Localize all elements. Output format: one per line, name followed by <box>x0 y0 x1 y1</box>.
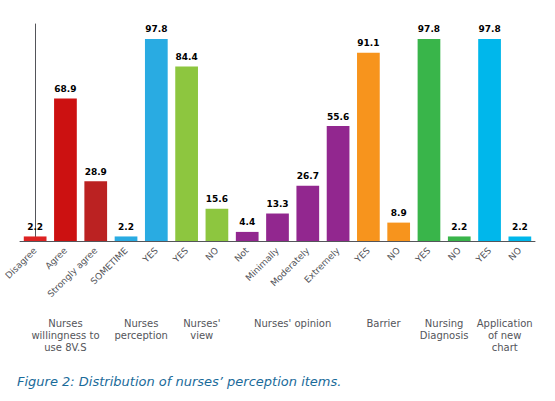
svg-text:Extremely: Extremely <box>302 245 342 285</box>
svg-text:YES: YES <box>352 245 372 265</box>
svg-text:8.9: 8.9 <box>391 208 407 218</box>
svg-text:97.8: 97.8 <box>418 24 440 34</box>
svg-text:68.9: 68.9 <box>54 84 76 94</box>
svg-text:NO: NO <box>446 245 463 262</box>
svg-text:YES: YES <box>413 245 433 265</box>
svg-text:26.7: 26.7 <box>297 171 319 181</box>
svg-text:Disagree: Disagree <box>3 245 39 281</box>
svg-text:YES: YES <box>140 245 160 265</box>
svg-text:Nurses: Nurses <box>124 318 159 329</box>
svg-text:SOMETIME: SOMETIME <box>89 245 130 286</box>
svg-text:28.9: 28.9 <box>85 167 107 177</box>
svg-text:Strongly agree: Strongly agree <box>45 245 99 299</box>
svg-text:84.4: 84.4 <box>176 52 198 62</box>
svg-text:13.3: 13.3 <box>266 199 288 209</box>
svg-text:NO: NO <box>204 245 221 262</box>
svg-text:4.4: 4.4 <box>239 217 255 227</box>
svg-text:2.2: 2.2 <box>451 222 467 232</box>
svg-text:97.8: 97.8 <box>478 24 500 34</box>
svg-text:97.8: 97.8 <box>145 24 167 34</box>
svg-text:Nurses': Nurses' <box>183 318 220 329</box>
svg-text:Minimally: Minimally <box>243 245 281 283</box>
svg-text:Application: Application <box>477 318 533 329</box>
svg-text:willingness to: willingness to <box>31 330 99 341</box>
svg-text:Barrier: Barrier <box>366 318 401 329</box>
svg-text:Figure 2: Distribution of nurs: Figure 2: Distribution of nurses’ percep… <box>17 374 341 389</box>
svg-text:Agree: Agree <box>43 245 69 271</box>
svg-text:2.2: 2.2 <box>512 222 528 232</box>
svg-text:NO: NO <box>385 245 402 262</box>
svg-text:view: view <box>190 330 213 341</box>
svg-text:Diagnosis: Diagnosis <box>420 330 469 341</box>
svg-text:15.6: 15.6 <box>206 194 228 204</box>
svg-text:YES: YES <box>170 245 190 265</box>
svg-text:perception: perception <box>114 330 168 341</box>
svg-text:YES: YES <box>473 245 493 265</box>
svg-text:of new: of new <box>488 330 522 341</box>
svg-text:2.2: 2.2 <box>27 222 43 232</box>
svg-text:Nursing: Nursing <box>425 318 464 329</box>
svg-text:NO: NO <box>507 245 524 262</box>
svg-text:2.2: 2.2 <box>118 222 134 232</box>
svg-text:Moderately: Moderately <box>268 245 312 289</box>
svg-text:use 8V.S: use 8V.S <box>44 342 86 353</box>
svg-text:Nurses' opinion: Nurses' opinion <box>254 318 331 329</box>
svg-text:Nurses: Nurses <box>48 318 83 329</box>
svg-text:Not: Not <box>233 245 252 264</box>
svg-text:chart: chart <box>492 342 518 353</box>
svg-text:55.6: 55.6 <box>327 112 349 122</box>
svg-text:91.1: 91.1 <box>357 38 379 48</box>
